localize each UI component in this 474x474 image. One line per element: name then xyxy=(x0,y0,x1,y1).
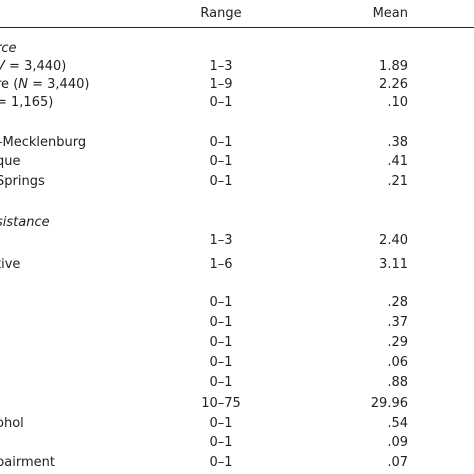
row-label: sistance xyxy=(0,214,50,232)
row-label: = 1,165) xyxy=(0,94,53,112)
table-row: que 0–1 .41 xyxy=(0,153,474,171)
table-row: V = 3,440) 1–3 1.89 xyxy=(0,58,474,76)
range-cell: 1–9 xyxy=(209,77,233,92)
mean-cell: .37 xyxy=(387,315,408,330)
table-row: 0–1 .28 xyxy=(0,294,474,312)
header-rule xyxy=(0,27,474,28)
row-label-text: Springs xyxy=(0,174,45,189)
mean-cell: .10 xyxy=(387,95,408,110)
row-label: rce xyxy=(0,40,17,58)
mean-cell: .54 xyxy=(387,416,408,431)
table-row: Springs 0–1 .21 xyxy=(0,173,474,191)
row-label: Springs xyxy=(0,173,45,191)
mean-cell: .06 xyxy=(387,355,408,370)
mean-cell: 3.11 xyxy=(379,257,408,272)
table-row: tive 1–6 3.11 xyxy=(0,256,474,274)
table-row: = 1,165) 0–1 .10 xyxy=(0,94,474,112)
range-cell: 0–1 xyxy=(209,135,233,150)
section-heading-row: sistance xyxy=(0,214,474,232)
row-label-italic-text: rce xyxy=(0,41,17,56)
range-cell: 0–1 xyxy=(209,174,233,189)
row-label-text: = 1,165) xyxy=(0,95,54,110)
row-label-text: re ( xyxy=(0,77,19,92)
mean-cell: .28 xyxy=(387,295,408,310)
row-label: –Mecklenburg xyxy=(0,134,86,152)
table-row: 0–1 .88 xyxy=(0,374,474,392)
range-cell: 0–1 xyxy=(209,455,233,470)
table-row: re (N = 3,440) 1–9 2.26 xyxy=(0,76,474,94)
range-cell: 0–1 xyxy=(209,416,233,431)
range-cell: 0–1 xyxy=(209,95,233,110)
row-label-text: –Mecklenburg xyxy=(0,135,87,150)
table-header: Range Mean xyxy=(0,0,474,24)
row-label-italic-text: sistance xyxy=(0,215,50,230)
range-cell: 1–6 xyxy=(209,257,233,272)
mean-cell: 2.40 xyxy=(379,233,408,248)
range-cell: 0–1 xyxy=(209,435,233,450)
range-cell: 0–1 xyxy=(209,295,233,310)
mean-cell: .41 xyxy=(387,154,408,169)
table-row: 0–1 .29 xyxy=(0,334,474,352)
row-label: pairment xyxy=(0,454,55,472)
row-label-suffix-text: = 3,440) xyxy=(4,59,67,74)
table-row: –Mecklenburg 0–1 .38 xyxy=(0,134,474,152)
row-label: re (N = 3,440) xyxy=(0,76,89,94)
table-row: 0–1 .09 xyxy=(0,434,474,452)
mean-cell: .38 xyxy=(387,135,408,150)
mean-cell: .09 xyxy=(387,435,408,450)
row-label: V = 3,440) xyxy=(0,58,66,76)
table-row: pairment 0–1 .07 xyxy=(0,454,474,472)
range-cell: 0–1 xyxy=(209,375,233,390)
range-cell: 1–3 xyxy=(209,233,233,248)
mean-cell: .29 xyxy=(387,335,408,350)
table-row: 0–1 .37 xyxy=(0,314,474,332)
row-label-text: ohol xyxy=(0,416,24,431)
table-row: ohol 0–1 .54 xyxy=(0,415,474,433)
range-cell: 0–1 xyxy=(209,315,233,330)
mean-cell: 2.26 xyxy=(379,77,408,92)
mean-cell: .07 xyxy=(387,455,408,470)
range-cell: 10–75 xyxy=(201,396,241,411)
mean-cell: 1.89 xyxy=(379,59,408,74)
row-label-text: tive xyxy=(0,257,21,272)
mean-cell: .88 xyxy=(387,375,408,390)
range-cell: 0–1 xyxy=(209,154,233,169)
row-label: que xyxy=(0,153,21,171)
row-label-italic-text: V xyxy=(0,59,5,74)
range-cell: 0–1 xyxy=(209,355,233,370)
mean-cell: .21 xyxy=(387,174,408,189)
mean-column-header: Mean xyxy=(372,6,408,21)
range-column-header: Range xyxy=(200,6,242,21)
row-label: ohol xyxy=(0,415,24,433)
table-row: 0–1 .06 xyxy=(0,354,474,372)
row-label-suffix-text: = 3,440) xyxy=(28,77,90,92)
range-cell: 1–3 xyxy=(209,59,233,74)
row-label-text: pairment xyxy=(0,455,55,470)
table-row: 1–3 2.40 xyxy=(0,232,474,250)
row-label-italic-text: N xyxy=(18,77,28,92)
mean-cell: 29.96 xyxy=(370,396,408,411)
row-label: tive xyxy=(0,256,20,274)
table-row: 10–75 29.96 xyxy=(0,395,474,413)
section-heading-row: rce xyxy=(0,40,474,58)
row-label-text: que xyxy=(0,154,21,169)
range-cell: 0–1 xyxy=(209,335,233,350)
